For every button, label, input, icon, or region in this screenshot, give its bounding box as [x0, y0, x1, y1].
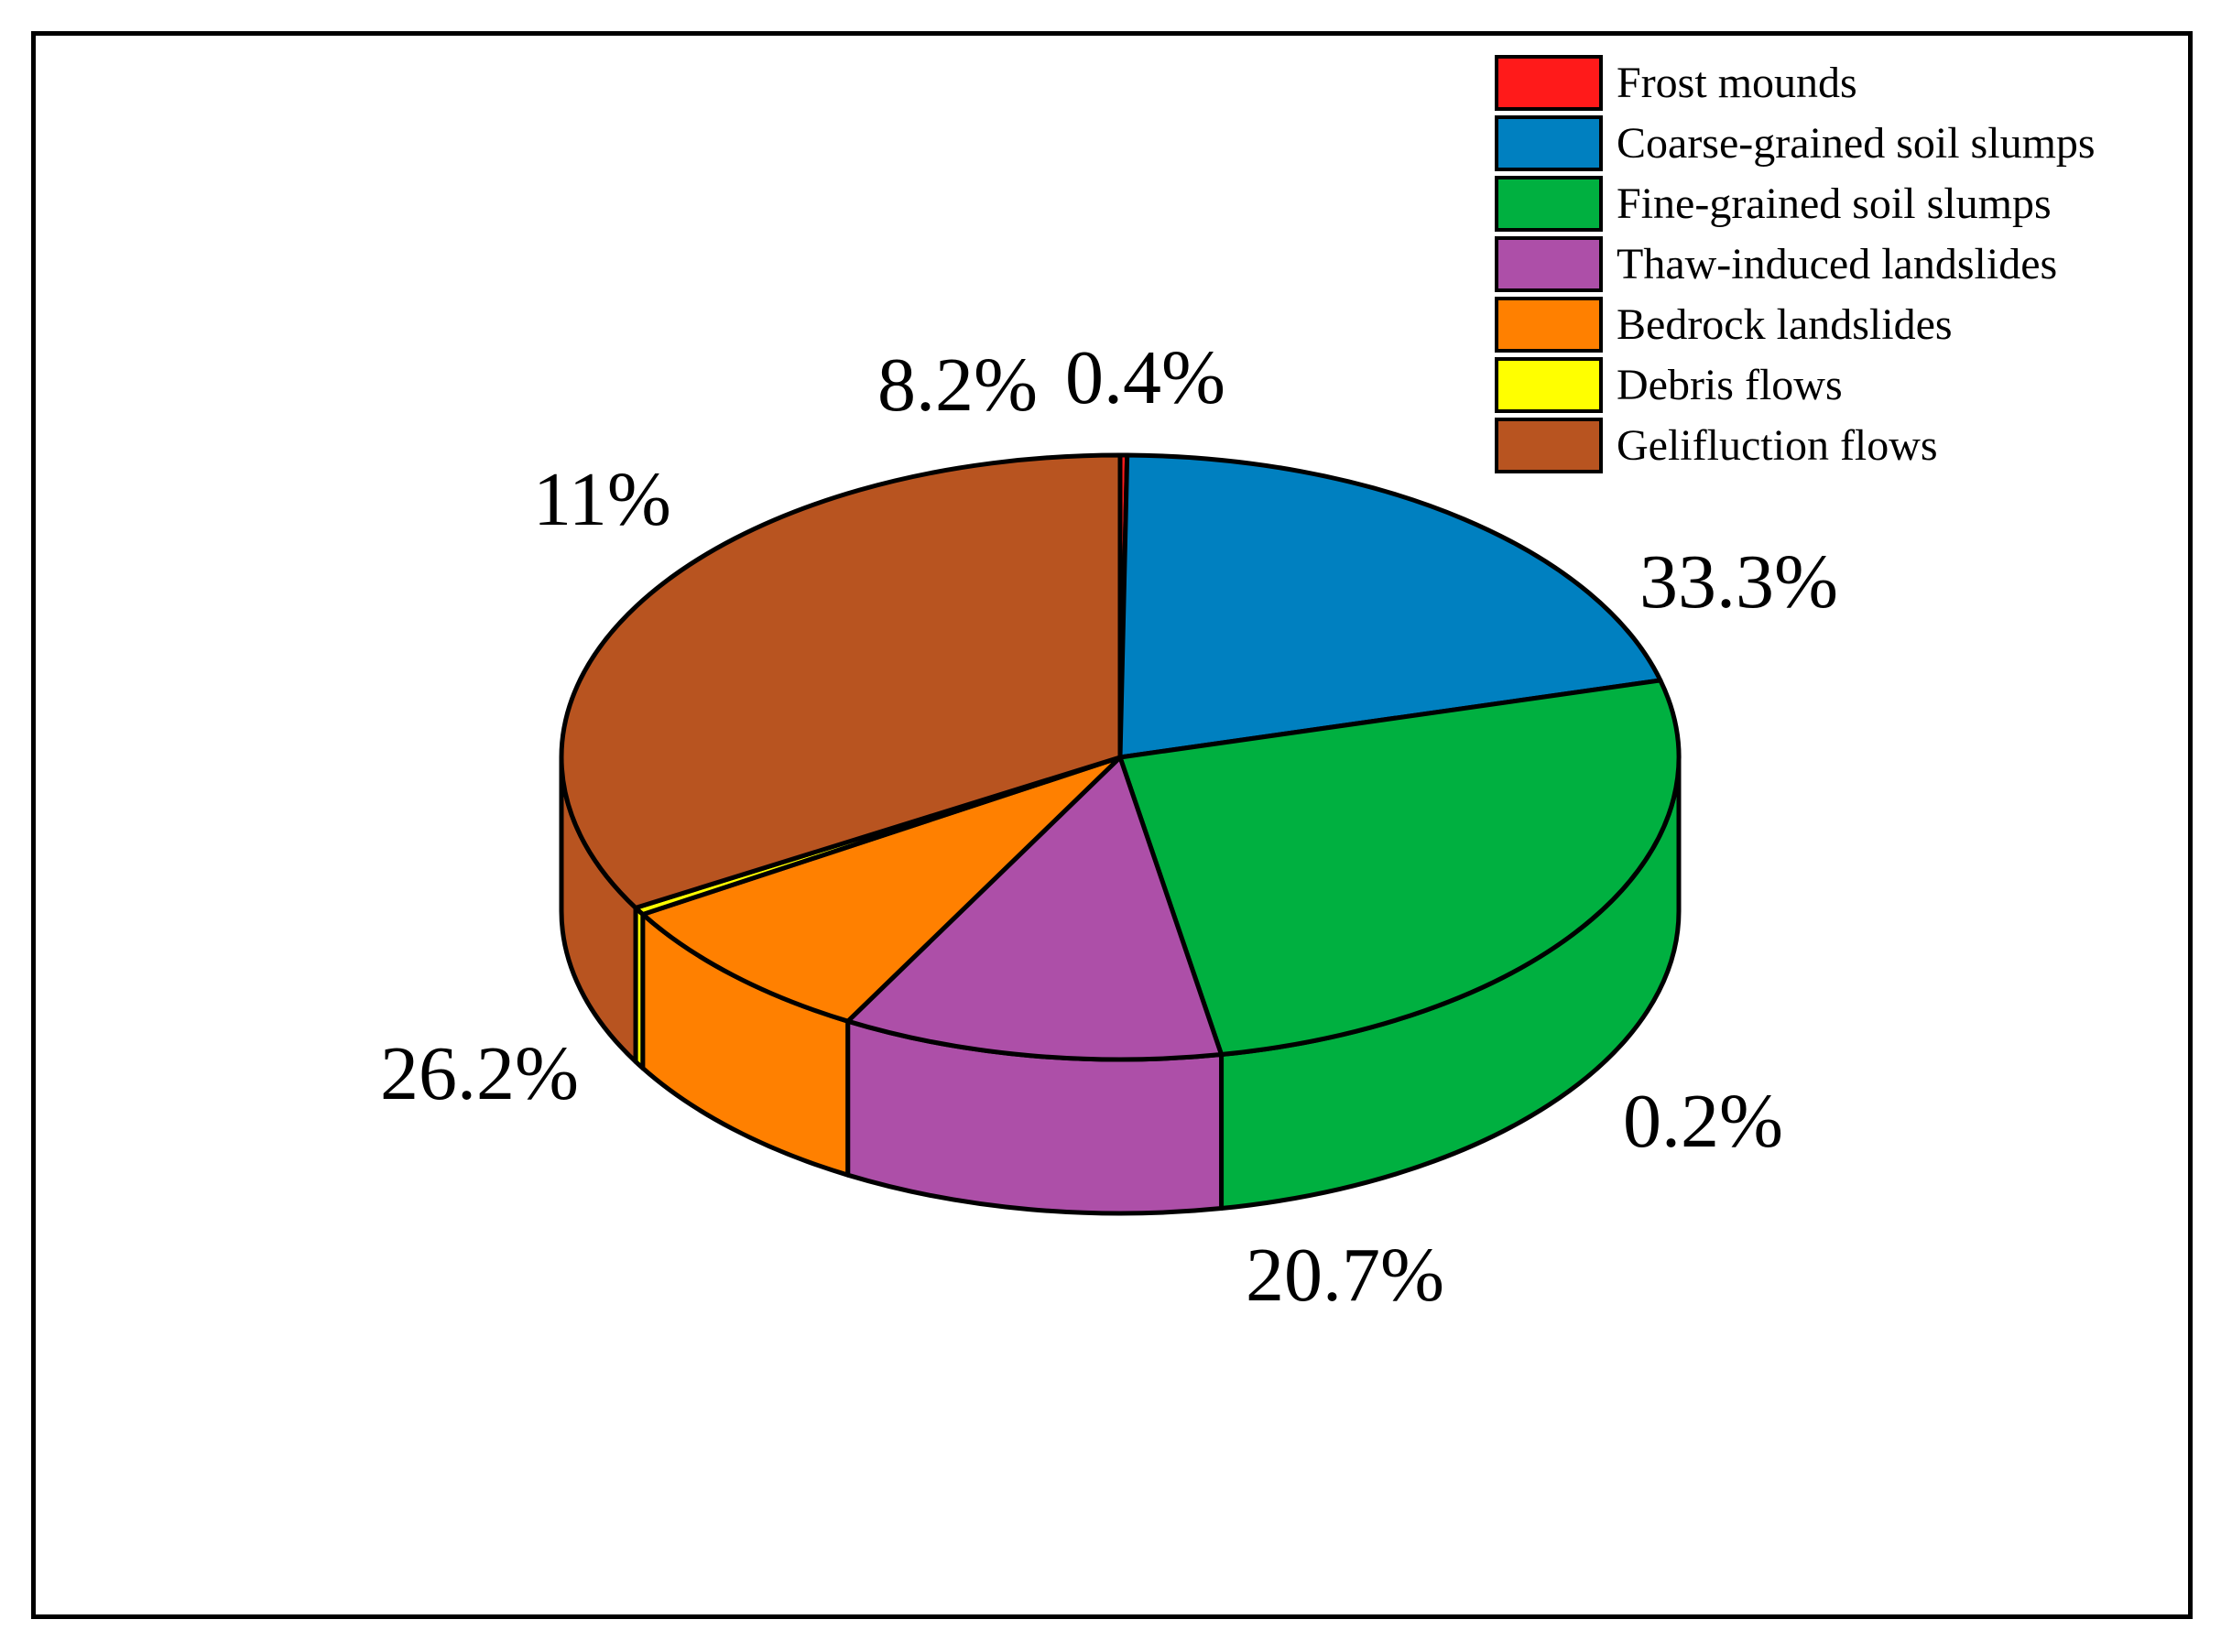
legend-swatch-bedrock-landslides: [1495, 297, 1603, 353]
slice-label-debris-flows: 0.4%: [1065, 335, 1225, 420]
slice-label-gelifluction-flows: 33.3%: [1639, 539, 1838, 625]
legend-label-fine-grained-soil-slumps: Fine-grained soil slumps: [1617, 179, 2052, 228]
legend-label-debris-flows: Debris flows: [1617, 361, 1843, 409]
legend-label-coarse-grained-soil-slumps: Coarse-grained soil slumps: [1617, 119, 2096, 168]
slice-label-coarse-grained-soil-slumps: 20.7%: [1246, 1233, 1444, 1318]
legend-swatch-debris-flows: [1495, 357, 1603, 413]
legend-swatch-frost-mounds: [1495, 55, 1603, 111]
pie-slice-gelifluction-flows: [559, 452, 1123, 910]
legend: Frost mounds Coarse-grained soil slumps Fi…: [1495, 55, 2096, 473]
pie-slice-coarse-grained-soil-slumps: [1117, 452, 1663, 760]
legend-swatch-fine-grained-soil-slumps: [1495, 176, 1603, 232]
pie-slice-thaw-induced-landslides: [845, 755, 1225, 1062]
legend-swatch-coarse-grained-soil-slumps: [1495, 115, 1603, 171]
slice-labels: 0.2% 20.7% 26.2% 11% 8.2% 0.4% 33.3%: [380, 335, 1838, 1318]
legend-label-bedrock-landslides: Bedrock landslides: [1617, 300, 1953, 349]
legend-swatch-gelifluction-flows: [1495, 418, 1603, 473]
legend-label-thaw-induced-landslides: Thaw-induced landslides: [1617, 240, 2057, 288]
slice-label-frost-mounds: 0.2%: [1623, 1079, 1783, 1164]
pie-top-faces: [559, 452, 1682, 1062]
slice-label-thaw-induced-landslides: 11%: [533, 457, 671, 542]
slice-label-fine-grained-soil-slumps: 26.2%: [380, 1031, 579, 1116]
pie-side-walls: [559, 755, 1682, 1216]
pie-slice-bedrock-landslides: [640, 755, 1123, 1024]
slice-label-bedrock-landslides: 8.2%: [877, 342, 1038, 428]
legend-label-gelifluction-flows: Gelifluction flows: [1617, 421, 1938, 470]
legend-swatch-thaw-induced-landslides: [1495, 236, 1603, 292]
pie-slice-fine-grained-soil-slumps: [1117, 678, 1682, 1058]
legend-label-frost-mounds: Frost mounds: [1617, 59, 1857, 107]
